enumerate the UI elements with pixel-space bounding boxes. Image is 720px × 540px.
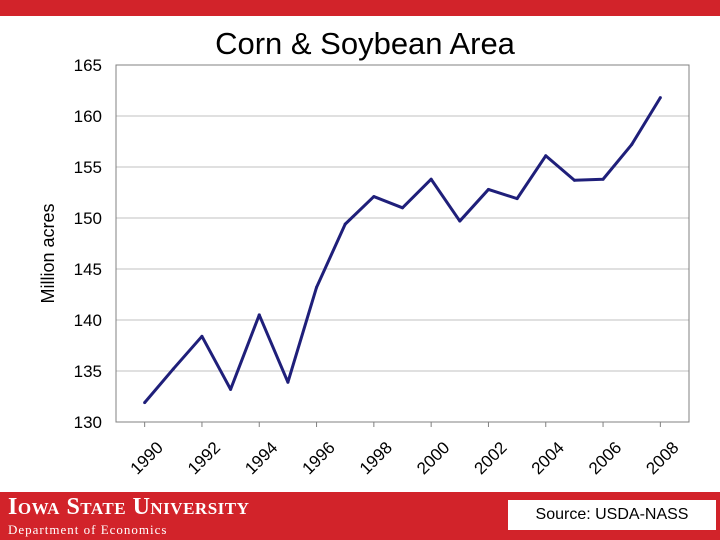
data-point-2008: [658, 96, 662, 100]
data-point-2005: [572, 178, 576, 182]
y-axis-label: Million acres: [38, 203, 58, 303]
top-accent-bar: [0, 0, 720, 16]
x-tick-label: 2006: [585, 438, 625, 478]
data-point-1997: [343, 222, 347, 226]
y-tick-label: 135: [74, 362, 102, 381]
data-point-1996: [315, 285, 319, 289]
y-tick-label: 155: [74, 158, 102, 177]
data-point-1999: [401, 206, 404, 210]
data-point-1992: [200, 334, 204, 338]
x-tick-label: 1990: [127, 438, 167, 478]
y-tick-label: 145: [74, 260, 102, 279]
x-tick-label: 1996: [299, 438, 339, 478]
data-point-1991: [171, 367, 175, 371]
data-point-2006: [601, 177, 605, 181]
data-point-2007: [630, 143, 634, 147]
x-tick-label: 1998: [356, 438, 396, 478]
y-tick-label: 150: [74, 209, 102, 228]
data-point-1993: [229, 387, 233, 391]
department-name: Department of Economics: [8, 522, 168, 537]
grid-layer: [116, 64, 689, 423]
chart-title: Corn & Soybean Area: [215, 26, 515, 61]
x-axis-ticks: 1990 1992 1994 1996 1998 2000 2002 2004 2006 2008: [127, 422, 683, 478]
data-point-1998: [372, 195, 376, 199]
data-point-2003: [515, 197, 519, 201]
y-tick-label: 160: [74, 107, 102, 126]
data-point-1990: [143, 401, 147, 405]
plot-area-frame: [115, 64, 690, 423]
data-point-2001: [458, 219, 462, 223]
x-tick-label: 1994: [241, 438, 281, 478]
x-tick-label: 2004: [528, 438, 568, 478]
data-point-2000: [429, 177, 433, 181]
x-tick-label: 2002: [470, 438, 510, 478]
series-layer: [143, 96, 662, 405]
x-tick-label: 1992: [184, 438, 224, 478]
x-tick-label: 2008: [642, 438, 682, 478]
x-tick-label: 2000: [413, 438, 453, 478]
data-point-1994: [257, 313, 261, 317]
data-point-2004: [544, 154, 548, 158]
series-line: [143, 96, 662, 404]
data-point-1995: [286, 380, 290, 384]
university-logo-text: Iowa State University: [8, 494, 250, 520]
y-axis-ticks: 130 135 140 145 150 155 160 165: [74, 56, 102, 432]
y-tick-label: 165: [74, 56, 102, 75]
y-tick-label: 130: [74, 413, 102, 432]
source-label: Source: USDA-NASS: [508, 500, 716, 530]
y-tick-label: 140: [74, 311, 102, 330]
data-point-2002: [486, 187, 490, 191]
